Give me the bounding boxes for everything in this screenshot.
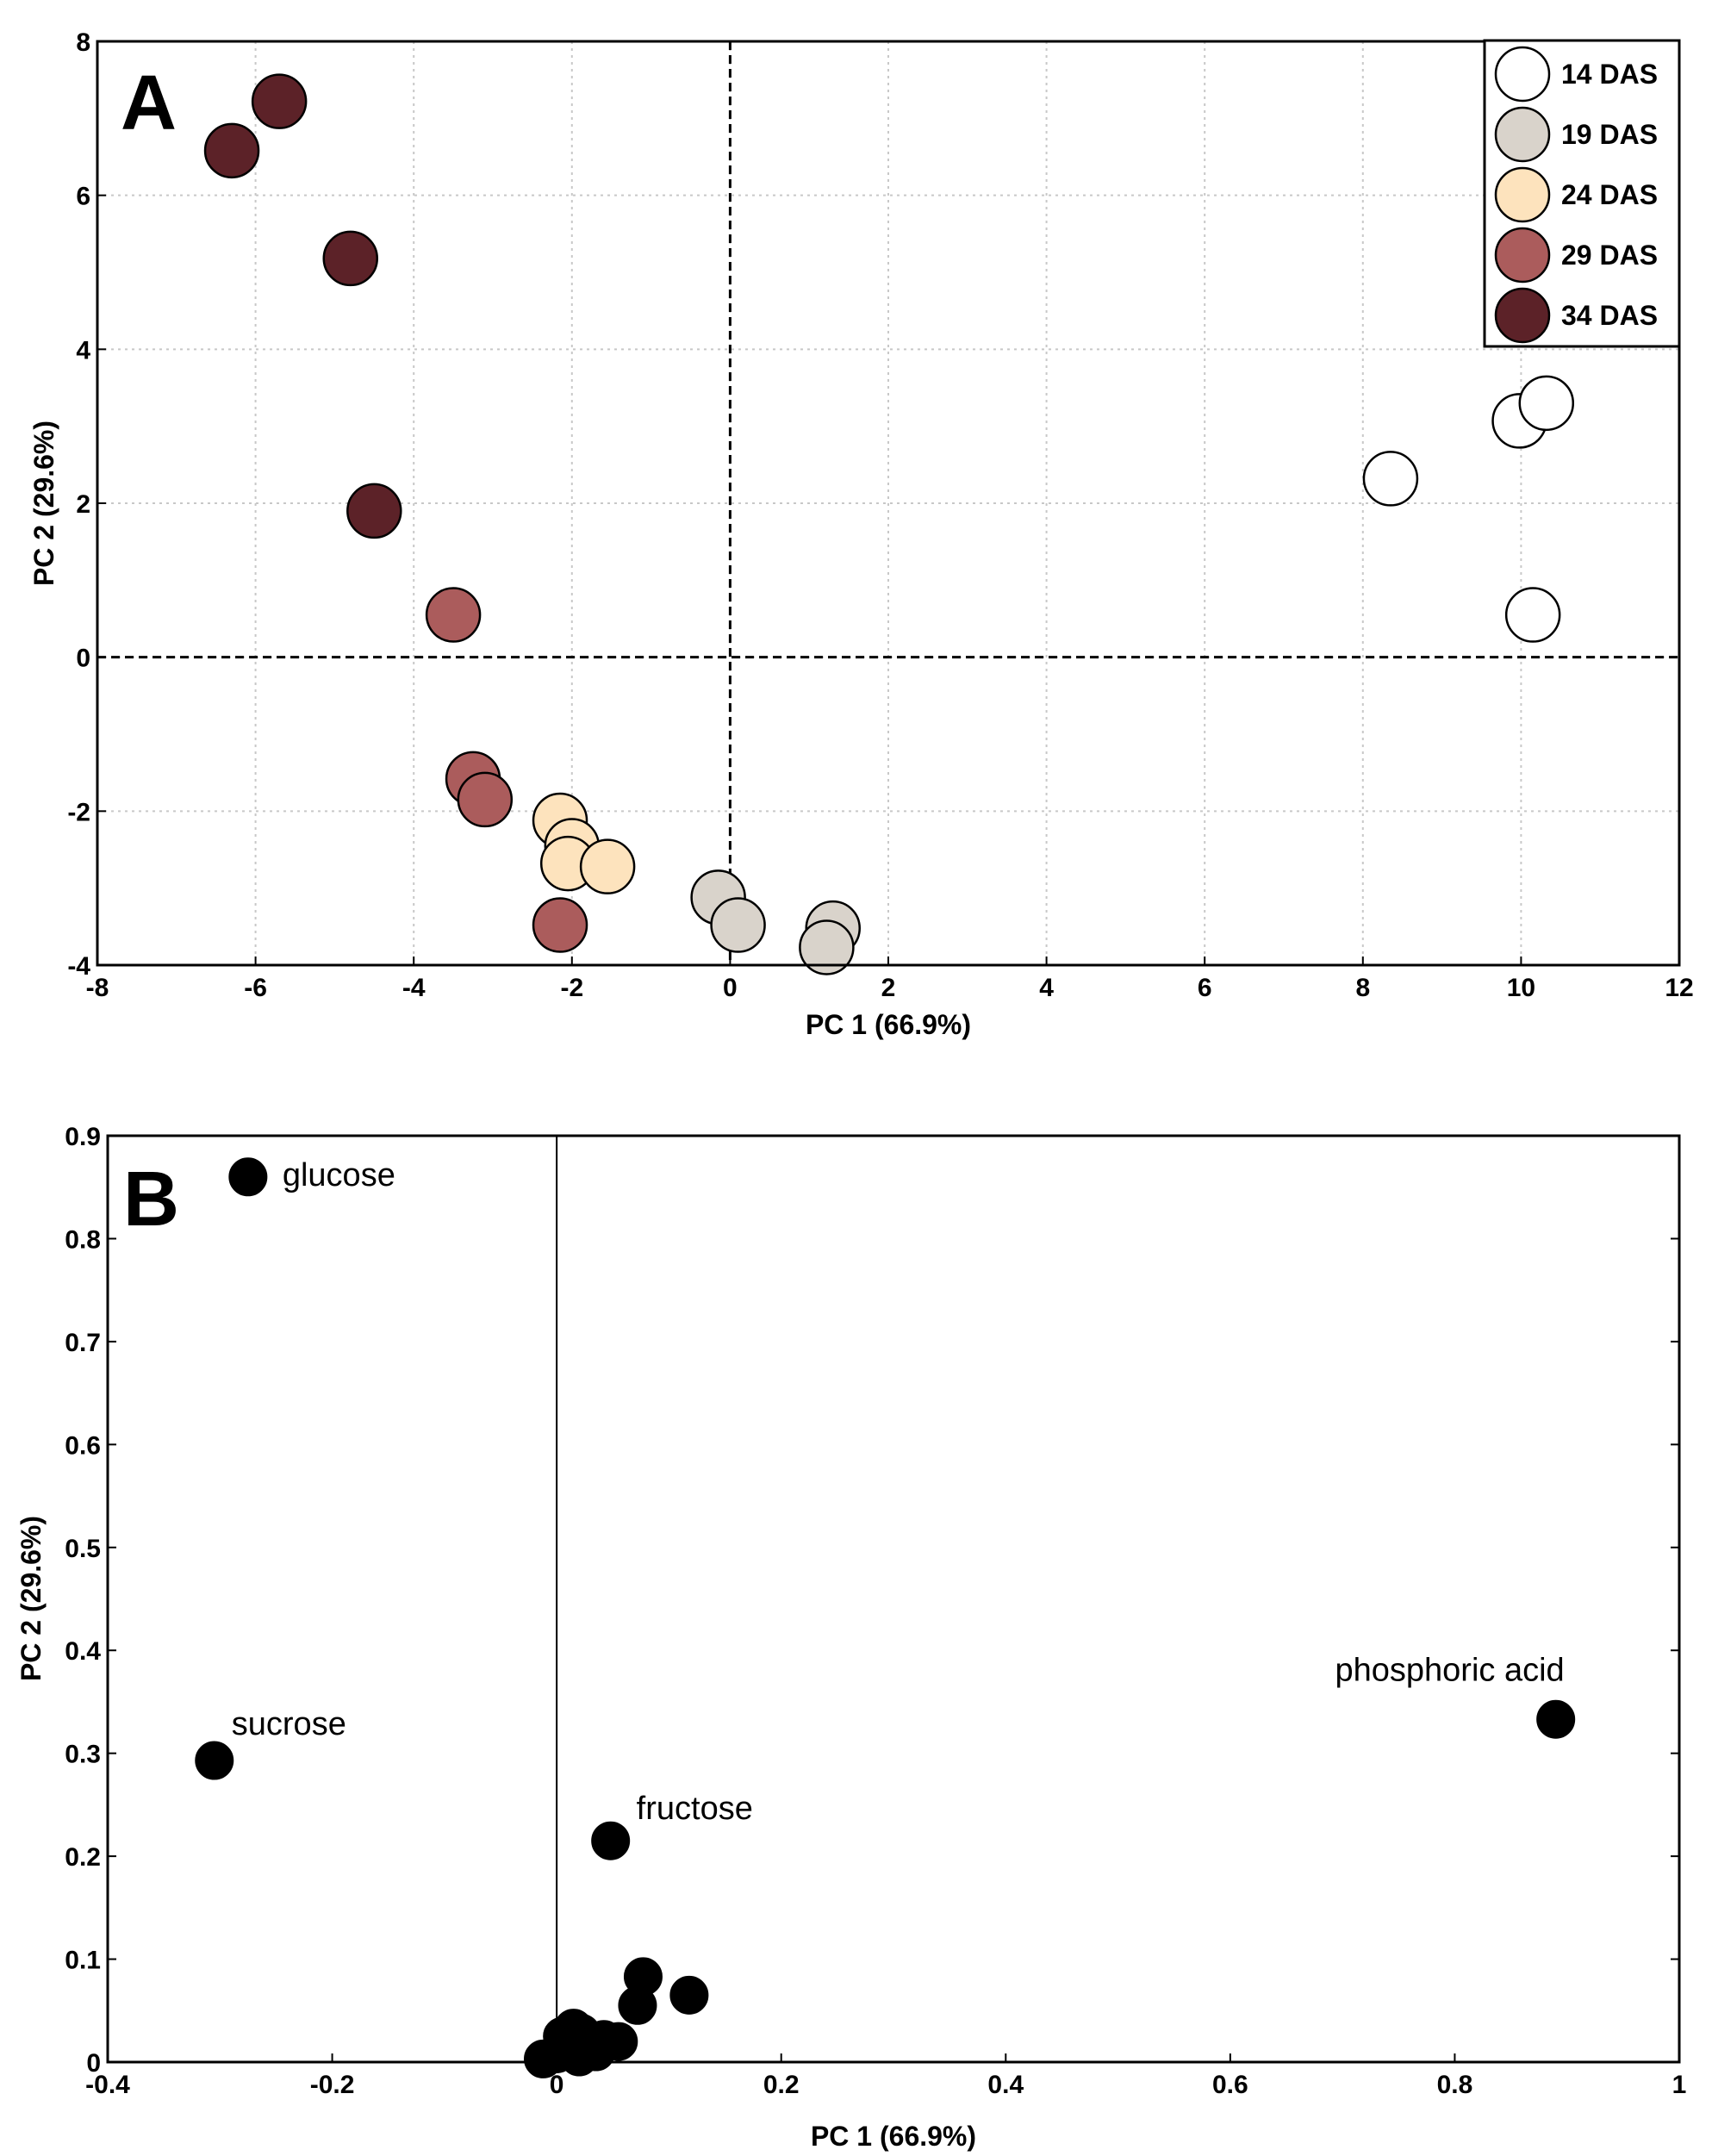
x-tick-label: -4 bbox=[402, 974, 426, 1002]
x-tick-label: 0 bbox=[550, 2071, 564, 2099]
point-34-das bbox=[251, 73, 308, 129]
point-34-das bbox=[203, 122, 260, 179]
point-fructose bbox=[591, 1821, 631, 1860]
y-tick-label: 0 bbox=[76, 645, 90, 673]
x-tick-label: 6 bbox=[1198, 974, 1212, 1002]
point-phosphoric-acid bbox=[1536, 1699, 1576, 1739]
y-tick-label: 6 bbox=[76, 183, 90, 211]
x-tick-label: 0.2 bbox=[763, 2071, 800, 2099]
y-tick-label: 0.4 bbox=[65, 1637, 101, 1666]
point-34-das bbox=[346, 483, 402, 539]
x-tick-label: 8 bbox=[1355, 974, 1370, 1002]
y-tick-label: 0.3 bbox=[65, 1741, 101, 1769]
panel-b-xlabel: PC 1 (66.9%) bbox=[811, 2121, 976, 2152]
legend-entry-label: 14 DAS bbox=[1561, 59, 1658, 90]
panel-b-scatter: glucose sucrose fructose phosphoric acid -0… bbox=[16, 1123, 1686, 2152]
point-label-sucrose: sucrose bbox=[232, 1706, 346, 1742]
panel-a-zero-axes bbox=[97, 41, 1679, 965]
panel-a-letter: A bbox=[121, 60, 177, 146]
panel-a-scatter: -8 -6 -4 -2 0 2 4 6 8 10 12 -4 -2 0 2 4 6 8 A PC 1 (66.9… bbox=[28, 28, 1694, 1040]
x-tick-label: 4 bbox=[1039, 974, 1054, 1002]
point-19-das bbox=[710, 897, 766, 953]
x-tick-label: -0.4 bbox=[85, 2071, 130, 2099]
point-glucose bbox=[228, 1157, 268, 1197]
point-label-fructose: fructose bbox=[637, 1791, 753, 1827]
panel-b-points: glucose sucrose fructose phosphoric acid bbox=[195, 1157, 1576, 2078]
x-tick-label: 0.6 bbox=[1212, 2071, 1248, 2099]
y-tick-label: 0.2 bbox=[65, 1843, 101, 1872]
y-tick-label: 0.8 bbox=[65, 1225, 101, 1254]
x-tick-label: 0.4 bbox=[987, 2071, 1024, 2099]
panel-b-x-ticks: -0.4 -0.2 0 0.2 0.4 0.6 0.8 1 bbox=[85, 2053, 1686, 2099]
point-metabolite bbox=[669, 1975, 709, 2015]
x-tick-label: -8 bbox=[86, 974, 109, 1002]
point-29-das bbox=[532, 897, 588, 953]
x-tick-label: -2 bbox=[560, 974, 583, 1002]
y-tick-label: 0.7 bbox=[65, 1329, 101, 1357]
point-34-das bbox=[322, 230, 379, 287]
legend-marker bbox=[1494, 166, 1551, 223]
y-tick-label: -2 bbox=[67, 798, 90, 826]
legend-entry-label: 29 DAS bbox=[1561, 240, 1658, 271]
point-29-das bbox=[457, 771, 514, 828]
panel-b-y-ticks: 0 0.1 0.2 0.3 0.4 0.5 0.6 0.7 0.8 0.9 bbox=[65, 1123, 1679, 2078]
panel-a-y-ticks: -4 -2 0 2 4 6 8 bbox=[67, 28, 106, 981]
panel-a-x-ticks: -8 -6 -4 -2 0 2 4 6 8 10 12 bbox=[86, 956, 1694, 1002]
point-metabolite bbox=[576, 2032, 616, 2072]
point-label-phosphoric-acid: phosphoric acid bbox=[1335, 1652, 1565, 1688]
legend-marker bbox=[1494, 46, 1551, 103]
x-tick-label: 10 bbox=[1507, 974, 1535, 1002]
x-tick-label: -0.2 bbox=[310, 2071, 355, 2099]
panel-b-letter: B bbox=[123, 1156, 179, 1243]
point-14-das bbox=[1504, 587, 1561, 643]
y-tick-label: 0.5 bbox=[65, 1535, 101, 1563]
y-tick-label: 2 bbox=[76, 490, 90, 519]
y-tick-label: 4 bbox=[76, 336, 90, 365]
panel-a-xlabel: PC 1 (66.9%) bbox=[806, 1009, 971, 1040]
point-label-glucose: glucose bbox=[283, 1157, 395, 1193]
panel-b-frame bbox=[106, 1134, 1681, 2064]
y-tick-label: -4 bbox=[67, 952, 90, 981]
point-19-das bbox=[799, 919, 855, 975]
point-29-das bbox=[425, 587, 482, 643]
x-tick-label: 2 bbox=[881, 974, 896, 1002]
x-tick-label: 0 bbox=[723, 974, 738, 1002]
legend-entry-label: 19 DAS bbox=[1561, 119, 1658, 150]
point-sucrose bbox=[195, 1741, 234, 1780]
x-tick-label: -6 bbox=[244, 974, 267, 1002]
legend-marker bbox=[1494, 106, 1551, 163]
panel-a-ylabel: PC 2 (29.6%) bbox=[28, 421, 59, 586]
legend-entry-label: 34 DAS bbox=[1561, 300, 1658, 331]
legend-marker bbox=[1494, 287, 1551, 344]
x-tick-label: 0.8 bbox=[1437, 2071, 1473, 2099]
y-tick-label: 0.9 bbox=[65, 1123, 101, 1151]
y-tick-label: 8 bbox=[76, 28, 90, 57]
point-metabolite bbox=[618, 1985, 657, 2025]
x-tick-label: 12 bbox=[1665, 974, 1693, 1002]
panel-a-points bbox=[203, 73, 1575, 975]
y-tick-label: 0.1 bbox=[65, 1947, 101, 1975]
panel-a-legend: 14 DAS 19 DAS 24 DAS 29 DAS 34 DAS bbox=[1483, 39, 1681, 348]
point-24-das bbox=[579, 838, 636, 894]
legend-marker bbox=[1494, 227, 1551, 284]
y-tick-label: 0.6 bbox=[65, 1431, 101, 1460]
x-tick-label: 1 bbox=[1672, 2071, 1687, 2099]
point-14-das bbox=[1518, 375, 1575, 432]
legend-entry-label: 24 DAS bbox=[1561, 179, 1658, 210]
point-14-das bbox=[1362, 451, 1419, 507]
y-tick-label: 0 bbox=[86, 2049, 101, 2078]
panel-b-ylabel: PC 2 (29.6%) bbox=[16, 1516, 47, 1681]
